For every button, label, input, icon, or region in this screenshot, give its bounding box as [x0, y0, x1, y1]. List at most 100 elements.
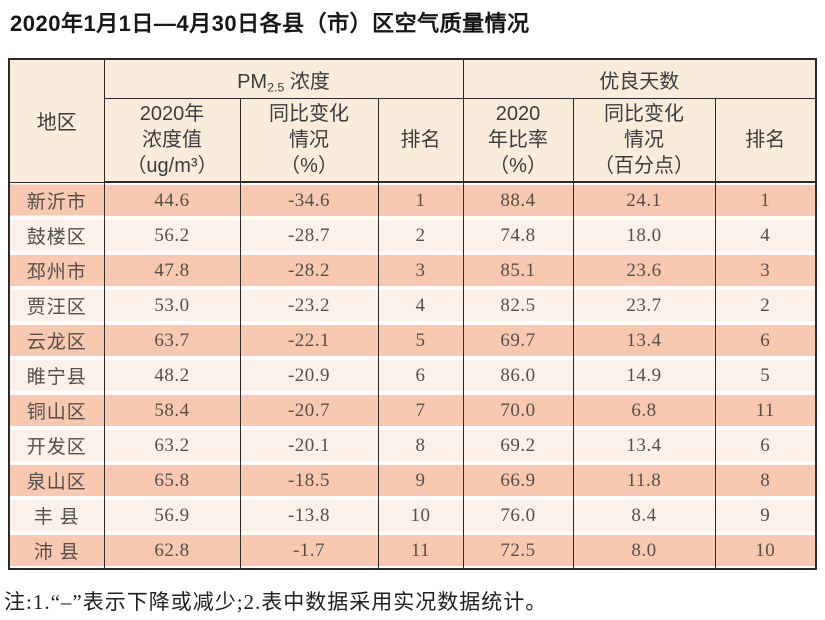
good-rank-cell: 2 [714, 288, 817, 323]
table-header: 地区 PM2.5 浓度 优良天数 2020年 浓度值 （ug/m³） 同比变化 … [8, 59, 817, 183]
pm25-label-prefix: PM [237, 70, 268, 93]
good-rate-cell: 86.0 [462, 358, 574, 393]
good-change-cell: 18.0 [572, 218, 716, 253]
good-rate-cell: 82.5 [462, 288, 574, 323]
region-cell: 丰 县 [8, 498, 105, 533]
pm-rank-cell: 4 [377, 288, 464, 323]
pm-rank-cell: 8 [377, 428, 464, 463]
header-pm-change: 同比变化 情况 （%） [239, 98, 379, 183]
header-good-change: 同比变化 情况 （百分点） [572, 98, 716, 183]
good-rate-cell: 69.7 [462, 323, 574, 358]
pm-rank-cell: 10 [377, 498, 464, 533]
header-good-rate: 2020 年比率 （%） [462, 98, 574, 183]
good-rank-cell: 6 [714, 428, 817, 463]
table-body: 新沂市 44.6 -34.6 1 88.4 24.1 1 鼓楼区 56.2 -2… [8, 182, 817, 569]
good-rate-cell: 76.0 [462, 498, 574, 533]
region-cell: 泉山区 [8, 463, 105, 498]
pm-change-cell: -20.7 [239, 393, 379, 428]
region-cell: 鼓楼区 [8, 218, 105, 253]
pm-change-cell: -20.1 [239, 428, 379, 463]
pm-rank-cell: 6 [377, 358, 464, 393]
pm-rank-cell: 1 [377, 182, 464, 218]
good-rate-cell: 70.0 [462, 393, 574, 428]
region-cell: 睢宁县 [8, 358, 105, 393]
pm-value-cell: 62.8 [103, 533, 241, 569]
good-change-cell: 23.6 [572, 253, 716, 288]
good-rank-cell: 8 [714, 463, 817, 498]
good-rate-cell: 88.4 [462, 182, 574, 218]
header-pm-rank: 排名 [377, 98, 464, 183]
pm-value-cell: 63.2 [103, 428, 241, 463]
good-rate-cell: 85.1 [462, 253, 574, 288]
pm-value-cell: 53.0 [103, 288, 241, 323]
sub-header-row: 2020年 浓度值 （ug/m³） 同比变化 情况 （%） 排名 2020 年比… [9, 98, 817, 183]
region-cell: 邳州市 [8, 253, 105, 288]
pm-change-cell: -18.5 [239, 463, 379, 498]
table-row: 邳州市 47.8 -28.2 3 85.1 23.6 3 [8, 253, 817, 288]
region-cell: 新沂市 [8, 182, 105, 218]
good-rank-cell: 3 [714, 253, 817, 288]
pm-rank-cell: 9 [377, 463, 464, 498]
good-rate-cell: 74.8 [462, 218, 574, 253]
group-header-row: 地区 PM2.5 浓度 优良天数 [8, 59, 817, 183]
table-row: 沛 县 62.8 -1.7 11 72.5 8.0 10 [8, 533, 817, 569]
good-rank-cell: 5 [714, 358, 817, 393]
good-change-cell: 13.4 [572, 323, 716, 358]
good-change-cell: 6.8 [572, 393, 716, 428]
page-title: 2020年1月1日—4月30日各县（市）区空气质量情况 [10, 11, 530, 36]
good-rank-cell: 6 [714, 323, 817, 358]
header-region: 地区 [8, 59, 105, 183]
pm25-label-suffix: 浓度 [284, 70, 330, 93]
table-row: 开发区 63.2 -20.1 8 69.2 13.4 6 [8, 428, 817, 463]
pm-value-cell: 48.2 [103, 358, 241, 393]
good-rank-cell: 11 [714, 393, 817, 428]
footnote: 注:1.“–”表示下降或减少;2.表中数据采用实况数据统计。 [4, 590, 548, 614]
good-change-cell: 8.0 [572, 533, 716, 569]
table-row: 铜山区 58.4 -20.7 7 70.0 6.8 11 [8, 393, 817, 428]
good-rank-cell: 1 [714, 182, 817, 218]
table-row: 泉山区 65.8 -18.5 9 66.9 11.8 8 [8, 463, 817, 498]
good-rank-cell: 4 [714, 218, 817, 253]
header-pm25-group: PM2.5 浓度 [103, 59, 464, 99]
pm-value-cell: 58.4 [103, 393, 241, 428]
pm-change-cell: -28.2 [239, 253, 379, 288]
good-change-cell: 24.1 [572, 182, 716, 218]
header-pm-value: 2020年 浓度值 （ug/m³） [103, 98, 241, 183]
good-rank-cell: 9 [714, 498, 817, 533]
pm-rank-cell: 11 [377, 533, 464, 569]
pm-value-cell: 47.8 [103, 253, 241, 288]
pm-change-cell: -1.7 [239, 533, 379, 569]
region-cell: 贾汪区 [8, 288, 105, 323]
good-rate-cell: 72.5 [462, 533, 574, 569]
table-row: 贾汪区 53.0 -23.2 4 82.5 23.7 2 [8, 288, 817, 323]
pm-change-cell: -13.8 [239, 498, 379, 533]
pm-rank-cell: 3 [377, 253, 464, 288]
pm-value-cell: 44.6 [103, 182, 241, 218]
air-quality-table: 地区 PM2.5 浓度 优良天数 2020年 浓度值 （ug/m³） 同比变化 … [8, 58, 818, 570]
good-change-cell: 11.8 [572, 463, 716, 498]
pm-rank-cell: 2 [377, 218, 464, 253]
table-row: 丰 县 56.9 -13.8 10 76.0 8.4 9 [8, 498, 817, 533]
good-change-cell: 14.9 [572, 358, 716, 393]
pm25-label-subscript: 2.5 [267, 80, 285, 95]
region-cell: 开发区 [8, 428, 105, 463]
good-change-cell: 23.7 [572, 288, 716, 323]
good-change-cell: 13.4 [572, 428, 716, 463]
pm-change-cell: -23.2 [239, 288, 379, 323]
header-good-rank: 排名 [714, 98, 817, 183]
region-cell: 铜山区 [8, 393, 105, 428]
good-rank-cell: 10 [714, 533, 817, 569]
table-row: 云龙区 63.7 -22.1 5 69.7 13.4 6 [8, 323, 817, 358]
region-cell: 云龙区 [8, 323, 105, 358]
pm-change-cell: -28.7 [239, 218, 379, 253]
header-good-days-group: 优良天数 [462, 59, 817, 99]
good-rate-cell: 69.2 [462, 428, 574, 463]
pm-value-cell: 63.7 [103, 323, 241, 358]
pm-change-cell: -34.6 [239, 182, 379, 218]
pm-change-cell: -20.9 [239, 358, 379, 393]
pm-rank-cell: 5 [377, 323, 464, 358]
table-row: 新沂市 44.6 -34.6 1 88.4 24.1 1 [8, 182, 817, 218]
pm-value-cell: 56.2 [103, 218, 241, 253]
good-rate-cell: 66.9 [462, 463, 574, 498]
